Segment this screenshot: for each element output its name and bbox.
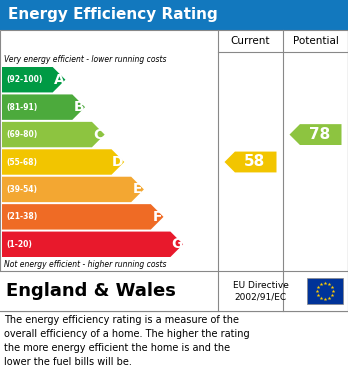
Polygon shape (224, 152, 277, 172)
Polygon shape (2, 95, 85, 120)
Text: (21-38): (21-38) (6, 212, 37, 221)
Polygon shape (2, 122, 105, 147)
Text: Not energy efficient - higher running costs: Not energy efficient - higher running co… (4, 260, 166, 269)
Bar (0, 271, 348, 311)
Bar (0, 0, 348, 30)
Text: 78: 78 (309, 127, 330, 142)
Text: The energy efficiency rating is a measure of the
overall efficiency of a home. T: The energy efficiency rating is a measur… (4, 315, 250, 367)
Text: C: C (93, 127, 103, 142)
Polygon shape (290, 124, 341, 145)
Text: Energy Efficiency Rating: Energy Efficiency Rating (8, 7, 218, 23)
Text: (81-91): (81-91) (6, 103, 37, 112)
Polygon shape (2, 177, 144, 202)
Polygon shape (2, 231, 183, 257)
Text: (1-20): (1-20) (6, 240, 32, 249)
Text: F: F (152, 210, 162, 224)
Text: (92-100): (92-100) (6, 75, 42, 84)
Text: (55-68): (55-68) (6, 158, 37, 167)
Text: A: A (54, 73, 64, 87)
Text: Very energy efficient - lower running costs: Very energy efficient - lower running co… (4, 54, 166, 63)
Text: (39-54): (39-54) (6, 185, 37, 194)
Text: E: E (133, 183, 142, 196)
Text: EU Directive
2002/91/EC: EU Directive 2002/91/EC (232, 281, 288, 301)
Polygon shape (2, 149, 124, 175)
Bar (307, 278, 343, 304)
Text: B: B (73, 100, 84, 114)
Text: Potential: Potential (293, 36, 339, 46)
Text: G: G (171, 237, 182, 251)
Text: Current: Current (231, 36, 270, 46)
Text: (69-80): (69-80) (6, 130, 37, 139)
Text: England & Wales: England & Wales (6, 282, 176, 300)
Bar (0, 30, 348, 311)
Text: 58: 58 (244, 154, 265, 170)
Polygon shape (2, 67, 65, 92)
Text: D: D (112, 155, 124, 169)
Polygon shape (2, 204, 164, 230)
